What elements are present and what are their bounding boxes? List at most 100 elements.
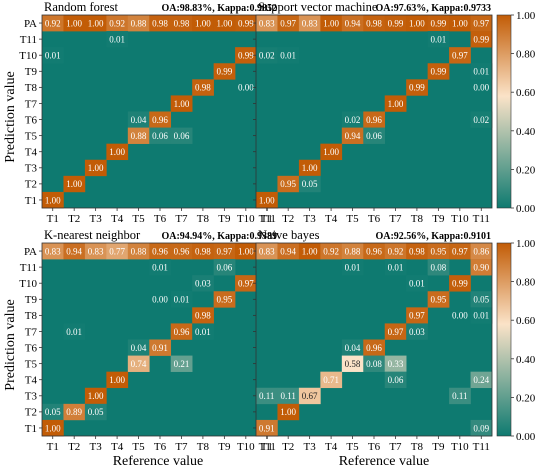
heatmap-cell — [384, 15, 407, 32]
cell-value-label: 0.09 — [473, 423, 489, 433]
heatmap-cell — [235, 243, 257, 260]
heatmap-cell — [127, 339, 150, 356]
y-tick-label: T4 — [25, 147, 38, 159]
y-tick-label: T4 — [25, 375, 38, 387]
heatmap-cell — [298, 15, 321, 32]
cell-value-label: 0.03 — [409, 327, 425, 337]
heatmap-cell — [298, 159, 321, 177]
heatmap-cell — [213, 259, 236, 276]
cell-value-label: 0.96 — [152, 115, 168, 125]
x-tick-label: T11 — [473, 441, 490, 453]
cell-value-label: 0.00 — [473, 83, 489, 93]
cell-value-label: 0.95 — [280, 179, 296, 189]
x-tick-label: T1 — [261, 213, 273, 225]
cell-value-label: 0.99 — [430, 67, 446, 77]
x-tick-label: T2 — [68, 441, 80, 453]
cell-value-label: 0.11 — [280, 391, 295, 401]
heatmap-cell — [341, 15, 364, 32]
y-tick-label: T3 — [25, 391, 38, 403]
x-tick-label: T9 — [432, 441, 445, 453]
cell-value-label: 1.00 — [238, 246, 254, 256]
colorbar-tick-label: 0.60 — [516, 87, 536, 99]
cell-value-label: 0.92 — [388, 246, 404, 256]
heatmap-cell — [213, 15, 236, 32]
cell-value-label: 0.99 — [430, 18, 446, 28]
colorbar-tick-label: 0.80 — [516, 277, 536, 289]
cell-value-label: 0.21 — [174, 359, 190, 369]
cell-value-label: 0.83 — [259, 18, 275, 28]
heatmap-cell — [449, 275, 471, 292]
cell-value-label: 0.01 — [109, 34, 125, 44]
heatmap-cell — [63, 15, 86, 32]
cell-value-label: 0.92 — [109, 18, 125, 28]
heatmap-cell — [213, 63, 236, 80]
heatmap-cell — [84, 387, 107, 405]
cell-value-label: 0.96 — [366, 246, 382, 256]
cell-value-label: 0.92 — [45, 18, 61, 28]
x-tick-label: T10 — [237, 213, 255, 225]
cell-value-label: 0.05 — [302, 179, 318, 189]
heatmap-cell — [470, 307, 493, 324]
x-tick-label: T2 — [282, 441, 294, 453]
colorbar-gradient — [496, 242, 512, 437]
cell-value-label: 0.01 — [430, 34, 446, 44]
y-tick-label: T5 — [25, 130, 38, 142]
cell-value-label: 0.01 — [195, 327, 211, 337]
cell-value-label: 0.94 — [345, 18, 361, 28]
heatmap-cell — [449, 15, 471, 32]
cell-value-label: 0.04 — [345, 343, 361, 353]
cell-value-label: 0.96 — [174, 327, 190, 337]
cell-value-label: 0.67 — [302, 391, 318, 401]
cell-value-label: 0.95 — [430, 295, 446, 305]
heatmap-cell — [170, 291, 193, 308]
cell-value-label: 1.00 — [66, 18, 82, 28]
heatmap-cell — [277, 243, 300, 260]
heatmap-cell — [470, 291, 493, 308]
x-tick-label: T3 — [90, 441, 103, 453]
cell-value-label: 0.01 — [280, 51, 296, 61]
heatmap-cell — [106, 31, 129, 48]
heatmap-cell — [192, 275, 214, 292]
heatmap-cell — [277, 387, 300, 405]
cell-value-label: 0.83 — [302, 18, 318, 28]
x-tick-label: T6 — [368, 441, 381, 453]
heatmap-cell — [277, 47, 300, 64]
cell-value-label: 0.06 — [152, 131, 168, 141]
heatmap-cell — [84, 15, 107, 32]
x-tick-label: T5 — [346, 213, 359, 225]
cell-value-label: 1.00 — [88, 163, 104, 173]
heatmap-cell — [235, 47, 257, 64]
cell-value-label: 0.90 — [473, 262, 489, 272]
cell-value-label: 1.00 — [388, 99, 404, 109]
x-tick-label: T7 — [175, 213, 188, 225]
y-tick-label: T2 — [25, 407, 37, 419]
colorbar-tick-label: 0.00 — [516, 431, 536, 443]
y-tick-label: T3 — [25, 163, 38, 175]
heatmap-cell — [406, 275, 428, 292]
x-tick-label: T2 — [282, 213, 294, 225]
heatmap-cell — [470, 111, 493, 128]
cell-value-label: 0.01 — [152, 262, 168, 272]
y-tick-label: T11 — [20, 34, 37, 46]
heatmap-cell — [298, 243, 321, 260]
heatmap-cell — [127, 243, 150, 260]
heatmap-cell — [320, 143, 343, 161]
panel-title: Random forest — [44, 0, 118, 14]
cell-value-label: 0.03 — [195, 279, 211, 289]
cell-value-label: 0.95 — [430, 246, 446, 256]
cell-value-label: 0.94 — [345, 131, 361, 141]
cell-value-label: 0.97 — [452, 51, 468, 61]
cell-value-label: 0.97 — [409, 311, 425, 321]
x-tick-label: T5 — [132, 441, 145, 453]
panel-metrics: OA:98.83%, Kappa:0.9852 — [161, 3, 277, 14]
heatmap-cell — [84, 159, 107, 177]
y-tick-label: T2 — [25, 179, 37, 191]
heatmap-cell — [363, 111, 386, 128]
heatmap-cell — [256, 47, 278, 64]
cell-value-label: 1.00 — [409, 18, 425, 28]
x-tick-label: T4 — [325, 213, 338, 225]
cell-value-label: 0.88 — [131, 18, 147, 28]
heatmap-cell — [341, 259, 364, 276]
heatmap-cell — [149, 15, 172, 32]
heatmap-panel-2: 0.83 0.97 0.83 1.00 0.94 0.98 0.99 1.00 0.99 1.00… — [253, 0, 493, 225]
